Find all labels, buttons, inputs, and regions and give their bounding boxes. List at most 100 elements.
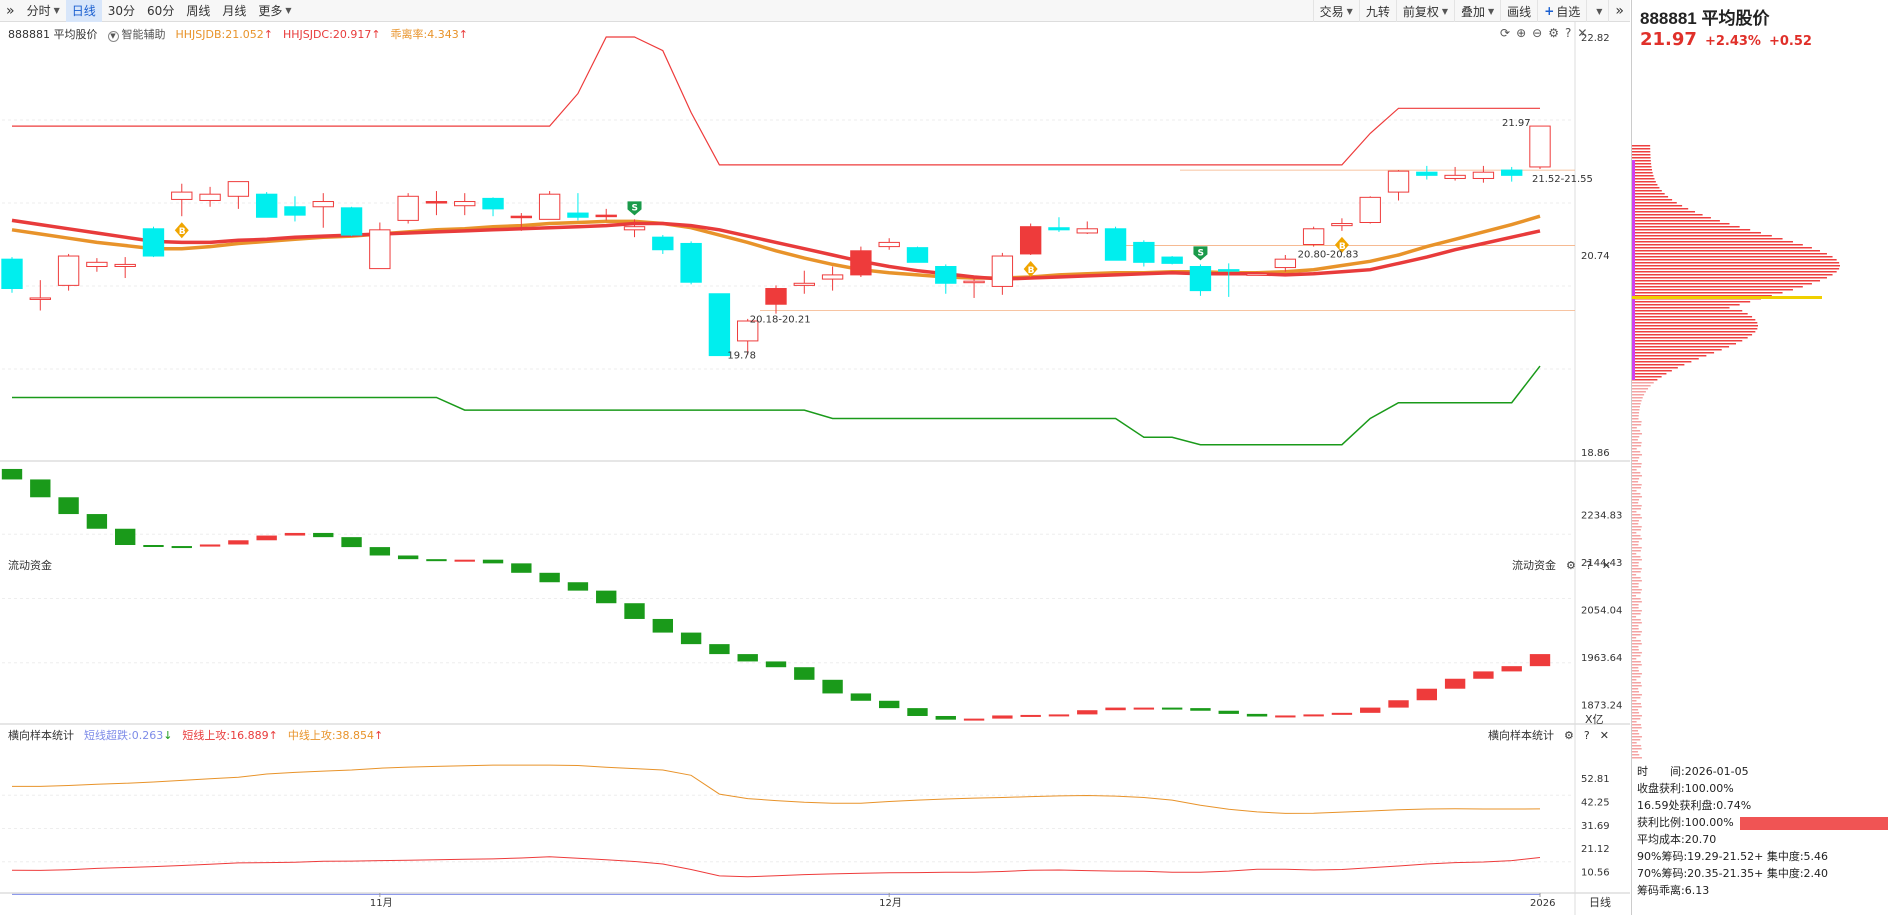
draw-line-button[interactable]: 画线 (1500, 0, 1537, 22)
sell-marker-icon (627, 201, 642, 216)
smart-assist-toggle[interactable]: ▼ 智能辅助 (107, 26, 166, 42)
gear-icon[interactable]: ⚙ (1564, 728, 1574, 742)
flow-bar (850, 693, 872, 701)
candle-body (1501, 169, 1523, 176)
chip-bar (1632, 745, 1642, 747)
overlay-button[interactable]: 叠加 ▼ (1454, 0, 1500, 22)
chip-bar (1632, 601, 1642, 603)
candle-body (397, 195, 419, 221)
chip-bar (1632, 505, 1642, 507)
stats-y-tick: 31.69 (1581, 821, 1610, 832)
zoom-in-icon[interactable]: ⊕ (1516, 26, 1527, 40)
chevron-down-icon: ▼ (53, 6, 60, 15)
chip-bar (1632, 499, 1640, 501)
chip-bar (1632, 718, 1641, 720)
nine-turn-button[interactable]: 九转 (1358, 0, 1396, 22)
chip-bar (1632, 607, 1639, 609)
chip-bar (1632, 550, 1641, 552)
chip-bar (1632, 187, 1660, 189)
candle-body (595, 214, 617, 218)
flow-bar (454, 559, 475, 562)
tab-6[interactable]: 更多 ▼ (258, 4, 292, 18)
close-icon[interactable]: ✕ (1599, 728, 1609, 742)
flow-y-tick: 1873.24 (1581, 700, 1622, 711)
chip-bar (1632, 304, 1740, 306)
flow-bar (1388, 700, 1409, 708)
watchlist-button[interactable]: + 自选 (1537, 0, 1586, 22)
tab-3[interactable]: 60分 (147, 4, 175, 18)
help-icon[interactable]: ? (1583, 728, 1590, 742)
chip-bar (1632, 418, 1639, 420)
watchlist-dropdown[interactable]: ▼ (1586, 0, 1608, 22)
candle-body (1133, 241, 1155, 263)
main-tools: ⟳ ⊕ ⊖ ⚙ ? ✕ (1500, 26, 1587, 40)
chip-bar (1632, 421, 1642, 423)
chip-bar (1632, 211, 1696, 213)
buy-marker-icon (174, 222, 189, 239)
chip-bar (1632, 460, 1638, 462)
zoom-out-icon[interactable]: ⊖ (1532, 26, 1543, 40)
candle-body (1331, 223, 1353, 227)
toolbar: » 分时 ▼ 日线 30分 60分 周线 月线 更多 ▼ 交易 ▼ 九转 前复权 ▼ 叠加 ▼ 画线 … (0, 0, 1630, 22)
chip-bar (1632, 640, 1641, 642)
candle-body (538, 193, 561, 220)
chip-bar (1632, 316, 1753, 318)
tab-5[interactable]: 月线 (222, 4, 247, 18)
flow-bar (1275, 715, 1296, 718)
chip-bar (1632, 259, 1837, 261)
gear-icon[interactable]: ⚙ (1548, 26, 1559, 40)
chip-bar (1632, 427, 1637, 429)
stat-avg-cost: 平均成本:20.70 (1637, 833, 1717, 846)
chip-bar (1632, 658, 1637, 660)
tab-0[interactable]: 分时 ▼ (26, 4, 60, 18)
chip-bar (1632, 310, 1743, 312)
chip-bar (1632, 388, 1649, 390)
chip-bar (1632, 217, 1711, 219)
chip-bar (1632, 223, 1730, 225)
adjust-button[interactable]: 前复权 ▼ (1395, 0, 1454, 22)
flow-bar (567, 582, 589, 591)
tab-1[interactable]: 日线 (65, 0, 102, 22)
chip-bar (1632, 691, 1639, 693)
chip-bar (1632, 232, 1761, 234)
chip-bar (1632, 280, 1821, 282)
chip-bar (1632, 169, 1653, 171)
flow-bar (539, 572, 560, 583)
flow-bar (624, 603, 645, 619)
chip-bar (1632, 733, 1640, 735)
price-annotation: 20.18-20.21 (750, 315, 811, 326)
refresh-icon[interactable]: ⟳ (1500, 26, 1511, 40)
chip-bar (1632, 442, 1642, 444)
chip-bar (1632, 751, 1638, 753)
chip-bar (1632, 373, 1667, 375)
chip-bar (1632, 412, 1640, 414)
chip-bar (1632, 610, 1642, 612)
toolbar-right: 交易 ▼ 九转 前复权 ▼ 叠加 ▼ 画线 + 自选 ▼ » (1312, 0, 1630, 22)
stats-legend-right: 横向样本统计 ⚙ ? ✕ (1488, 727, 1609, 743)
trade-button[interactable]: 交易 ▼ (1312, 0, 1359, 22)
candle-body (1529, 125, 1551, 168)
chip-bar (1632, 712, 1640, 714)
chip-bar (1632, 439, 1638, 441)
chip-bar (1632, 409, 1640, 411)
help-icon[interactable]: ? (1564, 26, 1572, 40)
expand-icon[interactable]: » (6, 2, 15, 19)
chip-bar (1632, 271, 1837, 273)
tab-4[interactable]: 周线 (186, 4, 211, 18)
gear-icon[interactable]: ⚙ (1566, 558, 1576, 572)
flow-bar (1360, 707, 1381, 713)
collapse-panel-icon[interactable]: » (1608, 0, 1630, 22)
chip-bar (1632, 148, 1651, 150)
chip-bar (1632, 490, 1637, 492)
tab-2[interactable]: 30分 (107, 4, 136, 18)
candle-body (1359, 196, 1381, 223)
help-icon[interactable]: ? (1585, 558, 1592, 572)
chip-bar (1632, 151, 1651, 153)
kline-chart[interactable]: 22.82 20.74 18.86 B S B S B 21.97 21.52-21.55 20.8… (0, 22, 1630, 915)
ma1-legend: HHJSJDB:21.052↑ (175, 27, 273, 41)
close-icon[interactable]: ✕ (1601, 558, 1611, 572)
close-icon[interactable]: ✕ (1577, 26, 1588, 40)
flow-bar (1133, 707, 1155, 710)
flow-title-right: 流动资金 (1512, 559, 1556, 572)
chip-bar (1632, 274, 1833, 276)
